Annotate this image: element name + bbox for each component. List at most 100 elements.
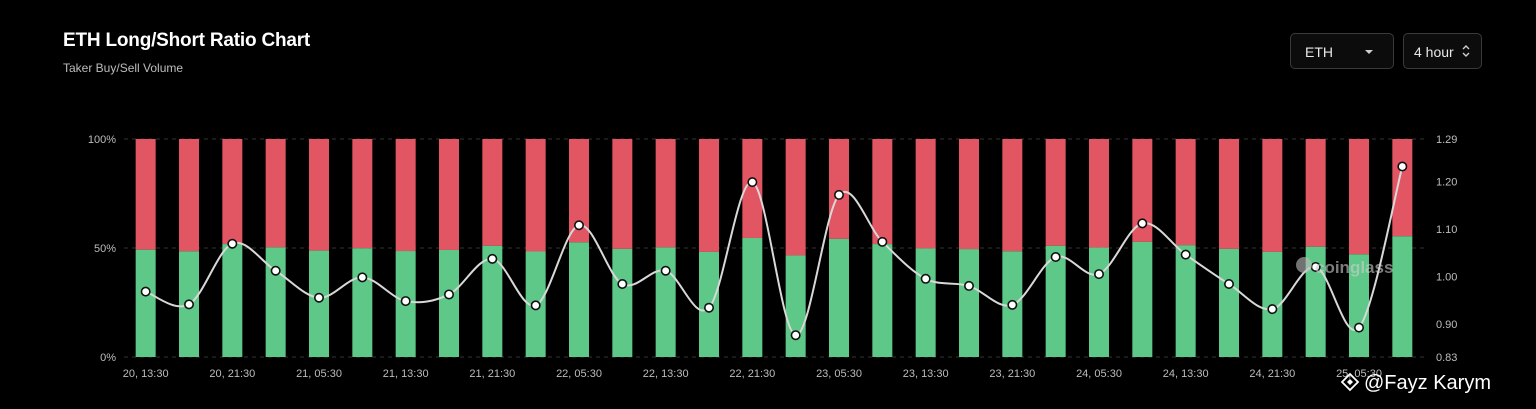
ratio-point bbox=[357, 272, 368, 283]
long-bar bbox=[1175, 245, 1196, 357]
long-bar bbox=[655, 247, 676, 357]
x-tick-label: 23, 21:30 bbox=[989, 368, 1035, 380]
short-bar bbox=[785, 139, 806, 256]
short-bar bbox=[395, 139, 416, 252]
short-bar bbox=[612, 139, 633, 249]
short-bar bbox=[1175, 139, 1196, 246]
x-tick-label: 24, 21:30 bbox=[1249, 368, 1295, 380]
long-bar bbox=[915, 248, 936, 357]
short-bar bbox=[309, 139, 329, 251]
chart-subtitle: Taker Buy/Sell Volume bbox=[63, 61, 184, 75]
ratio-point bbox=[963, 280, 974, 291]
long-bar bbox=[1089, 247, 1109, 357]
short-bar bbox=[1262, 139, 1283, 252]
up-down-arrows-icon bbox=[1462, 45, 1470, 57]
long-bar bbox=[612, 248, 633, 357]
x-tick-label: 21, 05:30 bbox=[296, 368, 342, 380]
short-bar bbox=[525, 139, 546, 252]
ratio-point bbox=[270, 265, 281, 276]
coinglass-watermark-text: coinglass bbox=[1315, 258, 1393, 277]
short-bar bbox=[569, 139, 589, 243]
ratio-point bbox=[833, 189, 844, 200]
short-bar bbox=[699, 139, 719, 252]
y-right-tick-label: 0.83 bbox=[1436, 352, 1457, 364]
long-bar bbox=[1392, 236, 1413, 357]
ratio-point bbox=[400, 296, 411, 307]
chart-title: ETH Long/Short Ratio Chart bbox=[63, 30, 311, 51]
short-bar bbox=[352, 139, 373, 249]
ratio-point bbox=[1224, 279, 1235, 290]
symbol-select-value: ETH bbox=[1305, 44, 1333, 60]
bars-layer bbox=[135, 139, 1413, 357]
y-right-tick-label: 1.20 bbox=[1436, 177, 1457, 189]
interval-select[interactable]: 4 hour bbox=[1403, 33, 1482, 69]
ratio-line-layer bbox=[140, 161, 1408, 341]
chart-grid bbox=[124, 138, 1424, 358]
ratio-point bbox=[790, 330, 801, 341]
y-left-tick-label: 100% bbox=[88, 134, 116, 146]
long-bar bbox=[1305, 246, 1326, 357]
ratio-point bbox=[1007, 299, 1018, 310]
x-tick-label: 22, 13:30 bbox=[643, 368, 689, 380]
x-tick-label: 22, 21:30 bbox=[729, 368, 775, 380]
ratio-point bbox=[313, 292, 324, 303]
ratio-line bbox=[145, 166, 1404, 337]
long-bar bbox=[439, 249, 459, 357]
chevron-down-icon bbox=[1365, 50, 1373, 54]
short-bar bbox=[1349, 139, 1369, 255]
ratio-point bbox=[877, 236, 888, 247]
short-bar bbox=[742, 139, 763, 238]
ratio-point bbox=[1050, 252, 1061, 263]
long-bar bbox=[1045, 245, 1066, 357]
short-bar bbox=[1219, 139, 1239, 249]
long-bar bbox=[829, 238, 849, 357]
symbol-select[interactable]: ETH bbox=[1290, 33, 1394, 69]
ratio-point bbox=[573, 220, 584, 231]
ratio-point bbox=[1137, 218, 1148, 229]
x-tick-label: 21, 21:30 bbox=[469, 368, 515, 380]
ratio-point bbox=[703, 302, 714, 313]
short-bar bbox=[482, 139, 503, 246]
ratio-point bbox=[920, 273, 931, 284]
short-bar bbox=[959, 139, 979, 250]
x-tick-label: 20, 13:30 bbox=[123, 368, 169, 380]
x-tick-label: 21, 13:30 bbox=[383, 368, 429, 380]
ratio-point bbox=[1180, 249, 1191, 260]
short-bar bbox=[222, 139, 243, 245]
long-bar bbox=[742, 237, 763, 357]
short-bar bbox=[1392, 139, 1413, 237]
long-bar bbox=[959, 249, 979, 357]
ratio-point bbox=[747, 177, 758, 188]
ratio-point bbox=[617, 279, 628, 290]
ratio-point bbox=[140, 286, 151, 297]
y-right-tick-label: 0.90 bbox=[1436, 319, 1457, 331]
y-right-tick-label: 1.00 bbox=[1436, 271, 1457, 283]
ratio-point bbox=[227, 238, 238, 249]
short-bar bbox=[439, 139, 459, 250]
ratio-point bbox=[443, 289, 454, 300]
ratio-point bbox=[1354, 322, 1365, 333]
short-bar bbox=[872, 139, 893, 245]
long-bar bbox=[872, 244, 893, 357]
x-tick-label: 23, 05:30 bbox=[816, 368, 862, 380]
ratio-point bbox=[184, 299, 195, 310]
author-watermark-text: @Fayz Karym bbox=[1364, 372, 1491, 394]
x-tick-label: 20, 21:30 bbox=[209, 368, 255, 380]
short-bar bbox=[1045, 139, 1066, 246]
short-bar bbox=[135, 139, 156, 250]
long-bar bbox=[352, 248, 373, 357]
ratio-point bbox=[1094, 269, 1105, 280]
x-tick-label: 22, 05:30 bbox=[556, 368, 602, 380]
short-bar bbox=[1132, 139, 1153, 242]
y-left-tick-label: 50% bbox=[94, 243, 116, 255]
ratio-point bbox=[1267, 304, 1278, 315]
y-left-tick-label: 0% bbox=[100, 352, 116, 364]
ratio-point bbox=[660, 265, 671, 276]
author-watermark: @Fayz Karym bbox=[1340, 372, 1491, 395]
short-bar bbox=[265, 139, 286, 248]
interval-select-value: 4 hour bbox=[1414, 44, 1454, 60]
short-bar bbox=[1002, 139, 1023, 252]
long-bar bbox=[265, 247, 286, 357]
ratio-point bbox=[1397, 161, 1408, 172]
